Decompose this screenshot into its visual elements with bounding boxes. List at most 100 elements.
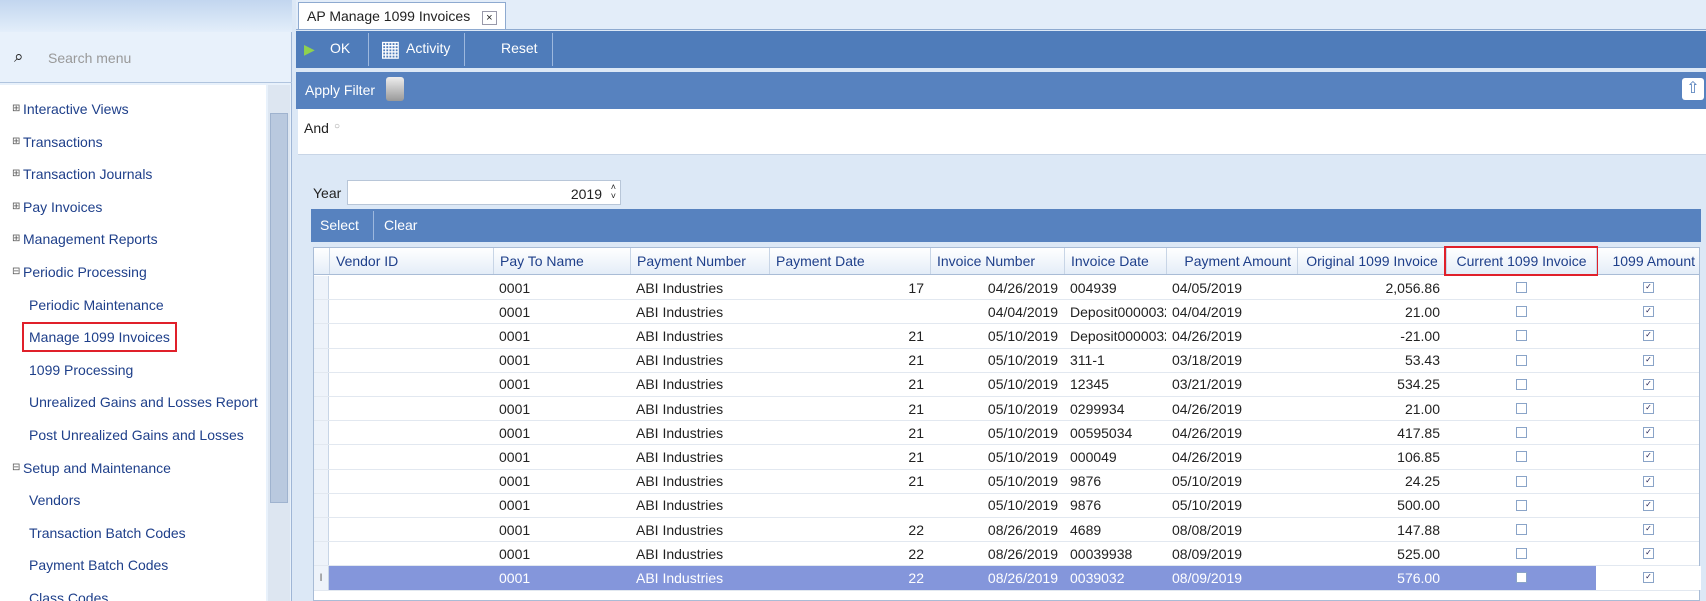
- row-indicator[interactable]: [314, 518, 329, 542]
- checkbox[interactable]: ✓: [1643, 354, 1654, 366]
- toolbar-button[interactable]: Reset: [501, 40, 538, 56]
- menu-item[interactable]: 1099 Processing: [29, 361, 134, 378]
- menu-item[interactable]: Payment Batch Codes: [29, 557, 169, 574]
- filter-icon[interactable]: [386, 77, 404, 101]
- row-indicator[interactable]: [314, 397, 329, 421]
- checkbox[interactable]: ✓: [1643, 572, 1654, 584]
- checkbox[interactable]: ✓: [1643, 524, 1654, 536]
- row-indicator[interactable]: [314, 469, 329, 493]
- checkbox[interactable]: ✓: [1643, 548, 1654, 560]
- table-row[interactable]: 0001 ABI Industries 17 04/26/2019 004939 04/0…: [314, 276, 1699, 301]
- menu-item[interactable]: Class Codes: [29, 590, 109, 601]
- menu-item[interactable]: Vendors: [29, 492, 81, 509]
- checkbox[interactable]: [1515, 330, 1527, 342]
- table-row[interactable]: 0001 ABI Industries 21 05/10/2019 12345 03/21…: [314, 372, 1699, 397]
- checkbox[interactable]: [1515, 572, 1527, 584]
- apply-filter[interactable]: Apply Filter: [305, 82, 376, 98]
- checkbox[interactable]: [1515, 427, 1527, 439]
- checkbox[interactable]: ✓: [1643, 475, 1654, 487]
- table-row[interactable]: 0001 ABI Industries 21 05/10/2019 9876 05/10/…: [314, 469, 1699, 494]
- table-row[interactable]: 0001 ABI Industries 21 05/10/2019 0299934 04/…: [314, 397, 1699, 422]
- menu-item[interactable]: Interactive Views: [23, 101, 129, 117]
- column-header[interactable]: Payment Date: [769, 248, 930, 274]
- year-input[interactable]: 2019 ˄ ˅: [347, 180, 621, 205]
- menu-item[interactable]: Unrealized Gains and Losses Report: [29, 394, 258, 411]
- checkbox[interactable]: [1515, 306, 1527, 318]
- checkbox[interactable]: ✓: [1643, 499, 1654, 511]
- column-header[interactable]: Original 1099 Invoice: [1297, 248, 1446, 274]
- expander[interactable]: ⊞: [12, 200, 21, 212]
- menu-item[interactable]: Transaction Batch Codes: [29, 524, 186, 541]
- menu-item[interactable]: Setup and Maintenance: [23, 459, 171, 476]
- expander[interactable]: ⊟: [12, 266, 21, 277]
- row-indicator[interactable]: [314, 542, 329, 566]
- scroll-thumb[interactable]: [270, 113, 288, 503]
- menu-item[interactable]: Transaction Journals: [23, 166, 153, 183]
- tab-close[interactable]: ×: [482, 11, 497, 25]
- row-indicator[interactable]: [314, 300, 329, 324]
- checkbox[interactable]: ✓: [1643, 403, 1654, 415]
- scrollbar[interactable]: [268, 85, 290, 601]
- grid-button[interactable]: Select: [320, 217, 359, 233]
- checkbox[interactable]: [1515, 354, 1527, 366]
- row-indicator[interactable]: [314, 324, 329, 348]
- grid-button[interactable]: Clear: [384, 217, 418, 233]
- menu-item[interactable]: Periodic Processing: [23, 264, 147, 280]
- checkbox[interactable]: ✓: [1643, 451, 1654, 463]
- add-icon[interactable]: ○: [334, 121, 341, 132]
- checkbox[interactable]: [1515, 451, 1527, 463]
- table-row[interactable]: 0001 ABI Industries 21 05/10/2019 311-1 03/18…: [314, 348, 1699, 373]
- row-indicator[interactable]: [314, 276, 329, 300]
- menu-item[interactable]: Manage 1099 Invoices: [22, 322, 177, 353]
- menu-item[interactable]: Post Unrealized Gains and Losses: [29, 427, 244, 443]
- row-indicator[interactable]: I: [314, 566, 329, 590]
- tab[interactable]: AP Manage 1099 Invoices ×: [298, 2, 506, 30]
- menu-item[interactable]: Transactions: [23, 133, 103, 150]
- table-row[interactable]: 0001 ABI Industries 05/10/2019 9876 05/10/20…: [314, 493, 1699, 518]
- spinner[interactable]: ˄ ˅: [610, 182, 616, 201]
- table-row[interactable]: 0001 ABI Industries 21 05/10/2019 00595034 04…: [314, 421, 1699, 446]
- column-header[interactable]: 1099 Amount: [1596, 248, 1701, 274]
- column-header[interactable]: Payment Amount: [1166, 248, 1297, 274]
- row-indicator[interactable]: [314, 445, 329, 469]
- expander[interactable]: ⊞: [12, 103, 21, 114]
- table-row[interactable]: 0001 ABI Industries 04/04/2019 Deposit00000…: [314, 300, 1699, 325]
- menu-item[interactable]: Periodic Maintenance: [29, 296, 164, 313]
- table-row[interactable]: 0001 ABI Industries 22 08/26/2019 00039938 08…: [314, 542, 1699, 567]
- row-indicator[interactable]: [314, 372, 329, 396]
- menu-item[interactable]: Pay Invoices: [23, 198, 103, 215]
- toolbar-button[interactable]: Activity: [406, 40, 451, 56]
- search-placeholder[interactable]: Search menu: [48, 50, 132, 66]
- column-header[interactable]: Pay To Name: [493, 248, 630, 274]
- button-icon[interactable]: ▶: [304, 41, 315, 57]
- column-header[interactable]: Current 1099 Invoice: [1444, 246, 1598, 276]
- row-indicator[interactable]: [314, 421, 329, 445]
- column-header[interactable]: Invoice Number: [930, 248, 1064, 274]
- checkbox[interactable]: [1515, 403, 1527, 415]
- checkbox[interactable]: [1515, 548, 1527, 560]
- expander[interactable]: ⊟: [12, 461, 21, 473]
- table-row[interactable]: 0001 ABI Industries 21 05/10/2019 Deposit000…: [314, 324, 1699, 349]
- checkbox[interactable]: ✓: [1643, 378, 1654, 390]
- toolbar-button[interactable]: OK: [330, 40, 351, 56]
- checkbox[interactable]: ✓: [1643, 306, 1654, 318]
- filter-operator[interactable]: And: [304, 120, 329, 136]
- expander[interactable]: ⊞: [12, 233, 21, 245]
- table-row[interactable]: 0001 ABI Industries 21 05/10/2019 000049 04/2…: [314, 445, 1699, 470]
- column-header[interactable]: Vendor ID: [329, 248, 493, 274]
- menu-item[interactable]: Management Reports: [23, 231, 158, 248]
- checkbox[interactable]: [1515, 378, 1527, 390]
- column-header[interactable]: Payment Number: [630, 248, 769, 274]
- checkbox[interactable]: [1515, 499, 1527, 511]
- checkbox[interactable]: ✓: [1643, 427, 1654, 439]
- collapse-icon[interactable]: ⇧: [1682, 78, 1704, 100]
- checkbox[interactable]: [1515, 524, 1527, 536]
- checkbox[interactable]: [1515, 475, 1527, 487]
- row-indicator[interactable]: [314, 493, 329, 517]
- checkbox[interactable]: ✓: [1643, 282, 1654, 294]
- button-icon[interactable]: ▦: [380, 36, 401, 61]
- table-row[interactable]: 0001 ABI Industries 22 08/26/2019 4689 08/08/…: [314, 518, 1699, 543]
- column-header[interactable]: Invoice Date: [1064, 248, 1166, 274]
- checkbox[interactable]: [1515, 282, 1527, 294]
- table-row[interactable]: I 0001 ABI Industries 22 08/26/2019 0039032 08…: [314, 566, 1701, 591]
